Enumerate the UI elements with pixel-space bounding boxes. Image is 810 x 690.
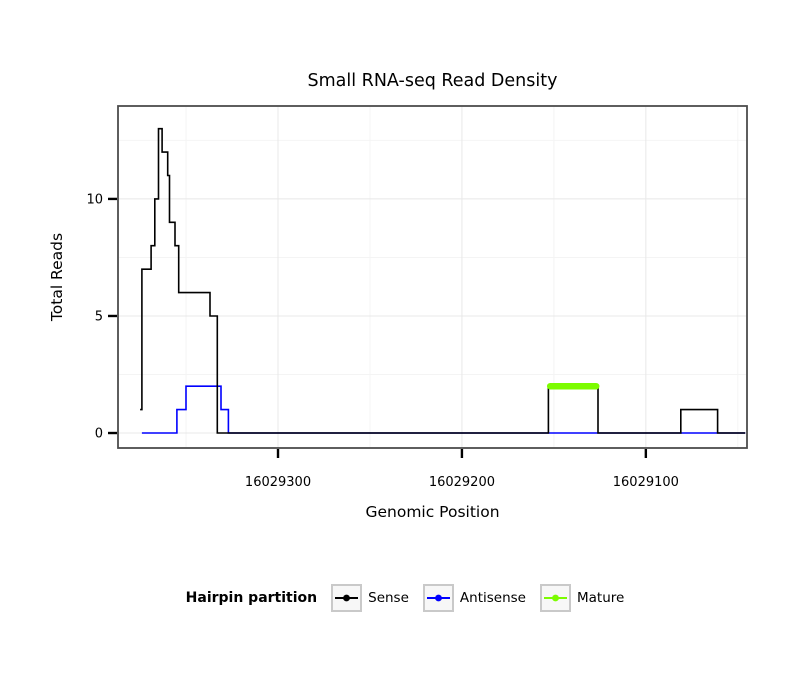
series-line-antisense xyxy=(141,385,746,434)
y-tick-label: 0 xyxy=(95,427,103,442)
y-axis-title: Total Reads xyxy=(48,232,66,322)
x-tick-label: 16029100 xyxy=(613,475,679,490)
legend-key-line-dot-icon xyxy=(335,594,359,602)
x-tick-label: 16029300 xyxy=(245,475,311,490)
series-line-sense xyxy=(140,127,746,434)
legend-entries: Sense Antisense Mature xyxy=(331,584,624,612)
legend-label-mature: Mature xyxy=(576,590,625,606)
legend-key-sense xyxy=(331,584,363,612)
legend-entry-sense: Sense xyxy=(331,584,409,612)
legend-entry-mature: Mature xyxy=(539,584,625,612)
legend-key-mature xyxy=(539,584,571,612)
x-tick-label: 16029200 xyxy=(429,475,495,490)
y-tick-label: 10 xyxy=(86,192,103,207)
legend: Hairpin partition Sense Antisense Mature xyxy=(0,580,810,616)
x-axis-title: Genomic Position xyxy=(365,503,500,521)
panel-border xyxy=(117,105,748,449)
panel-background xyxy=(118,106,747,448)
legend-label-sense: Sense xyxy=(368,590,409,606)
legend-label-antisense: Antisense xyxy=(459,590,526,606)
y-tick-label: 5 xyxy=(95,309,103,324)
legend-key-line-dot-icon xyxy=(543,594,567,602)
chart-title: Small RNA-seq Read Density xyxy=(307,71,558,91)
legend-key-line-dot-icon xyxy=(426,594,450,602)
legend-entry-antisense: Antisense xyxy=(422,584,526,612)
legend-title: Hairpin partition xyxy=(185,590,318,606)
legend-key-antisense xyxy=(422,584,454,612)
